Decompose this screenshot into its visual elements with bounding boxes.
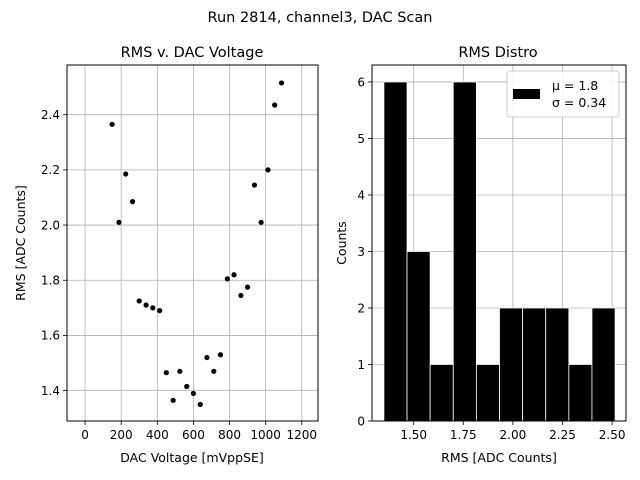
histogram-x-tick-label: 2.00 [500,428,527,442]
histogram-x-tick-label: 2.25 [549,428,576,442]
histogram-x-ticks: 1.50 1.75 2.00 2.25 2.50 [400,421,625,442]
scatter-point [244,284,251,290]
scatter-x-ticks: 0 200 400 600 800 1000 1200 [81,421,317,442]
scatter-x-label: DAC Voltage [mVppSE] [120,450,263,465]
scatter-grid [67,65,318,421]
histogram-bar [545,307,570,422]
scatter-point [272,102,278,108]
scatter-axes-frame [66,64,319,422]
scatter-point [116,219,122,225]
scatter-point [177,368,183,374]
scatter-point [258,219,264,225]
scatter-point [204,354,210,361]
histogram-bar [522,307,547,422]
scatter-point [217,352,224,358]
scatter-point [150,305,156,311]
histogram-bar [499,307,524,422]
scatter-y-tick-label: 1.4 [41,384,60,398]
scatter-point [123,171,129,177]
histogram-x-tick-label: 2.50 [599,428,626,442]
scatter-x-tick-label: 0 [81,428,89,442]
figure-title: Run 2814, channel3, DAC Scan [208,10,433,26]
scatter-point [143,302,149,308]
scatter-point [251,182,258,188]
scatter-y-label: RMS [ADC Counts] [13,185,28,301]
histogram-legend: μ = 1.8 σ = 0.34 [506,70,620,118]
scatter-point [231,272,237,278]
histogram-axes-frame [371,64,627,422]
histogram-y-tick-label: 5 [357,132,365,146]
scatter-points [109,80,285,408]
scatter-x-tick-label: 1200 [286,428,317,442]
scatter-y-tick-label: 2.4 [41,108,60,122]
histogram-x-tick-label: 1.50 [400,428,427,442]
scatter-y-tick-label: 1.6 [41,329,60,343]
scatter-point [190,390,197,397]
histogram-bar [406,251,431,422]
histogram-y-tick-label: 0 [357,414,365,428]
histogram-bar [383,81,408,422]
scatter-point [136,298,142,304]
histogram-bar [568,364,593,422]
histogram-panel: RMS Distro 1.50 1.75 2.00 2.25 2.50 0123456 … [334,45,627,465]
scatter-y-tick-label: 1.8 [41,274,60,288]
scatter-y-ticks: 1.4 1.6 1.8 2.0 2.2 2.4 [41,108,67,398]
histogram-y-tick-label: 3 [357,245,365,259]
scatter-point [129,199,136,205]
legend-line-sigma: σ = 0.34 [552,95,606,110]
scatter-point [238,292,244,299]
legend-swatch [513,89,540,99]
scatter-panel: RMS v. DAC Voltage 0 200 400 600 800 1000 1200… [13,45,319,465]
scatter-point [265,167,271,173]
histogram-bar [475,364,500,422]
scatter-point [170,397,176,403]
histogram-y-tick-label: 1 [357,358,365,372]
scatter-y-tick-label: 2.2 [41,163,60,177]
scatter-x-tick-label: 1000 [250,428,281,442]
histogram-y-tick-label: 6 [357,75,365,89]
scatter-point [163,370,169,376]
scatter-point [224,276,230,282]
scatter-x-tick-label: 400 [146,428,169,442]
histogram-y-tick-label: 2 [357,301,365,315]
scatter-x-tick-label: 600 [182,428,205,442]
legend-line-mu: μ = 1.8 [552,78,598,93]
scatter-x-tick-label: 800 [218,428,241,442]
legend-box [506,70,620,118]
histogram-x-tick-label: 1.75 [450,428,477,442]
histogram-bars [383,81,616,422]
scatter-point [184,383,190,390]
histogram-y-ticks: 0 1 2 3 4 5 6 [357,75,372,428]
histogram-title: RMS Distro [458,45,537,61]
scatter-title: RMS v. DAC Voltage [121,45,264,61]
histogram-bar [452,81,477,422]
scatter-point [197,401,203,408]
scatter-point [109,121,115,127]
scatter-y-tick-label: 2.0 [41,218,60,232]
histogram-bar [429,364,454,422]
scatter-point [211,368,217,374]
histogram-bar [591,307,616,422]
histogram-y-tick-label: 4 [357,188,365,202]
histogram-y-label: Counts [334,221,349,265]
scatter-point [157,308,163,314]
histogram-x-label: RMS [ADC Counts] [441,450,557,465]
scatter-point [278,80,285,86]
scatter-x-tick-label: 200 [110,428,133,442]
